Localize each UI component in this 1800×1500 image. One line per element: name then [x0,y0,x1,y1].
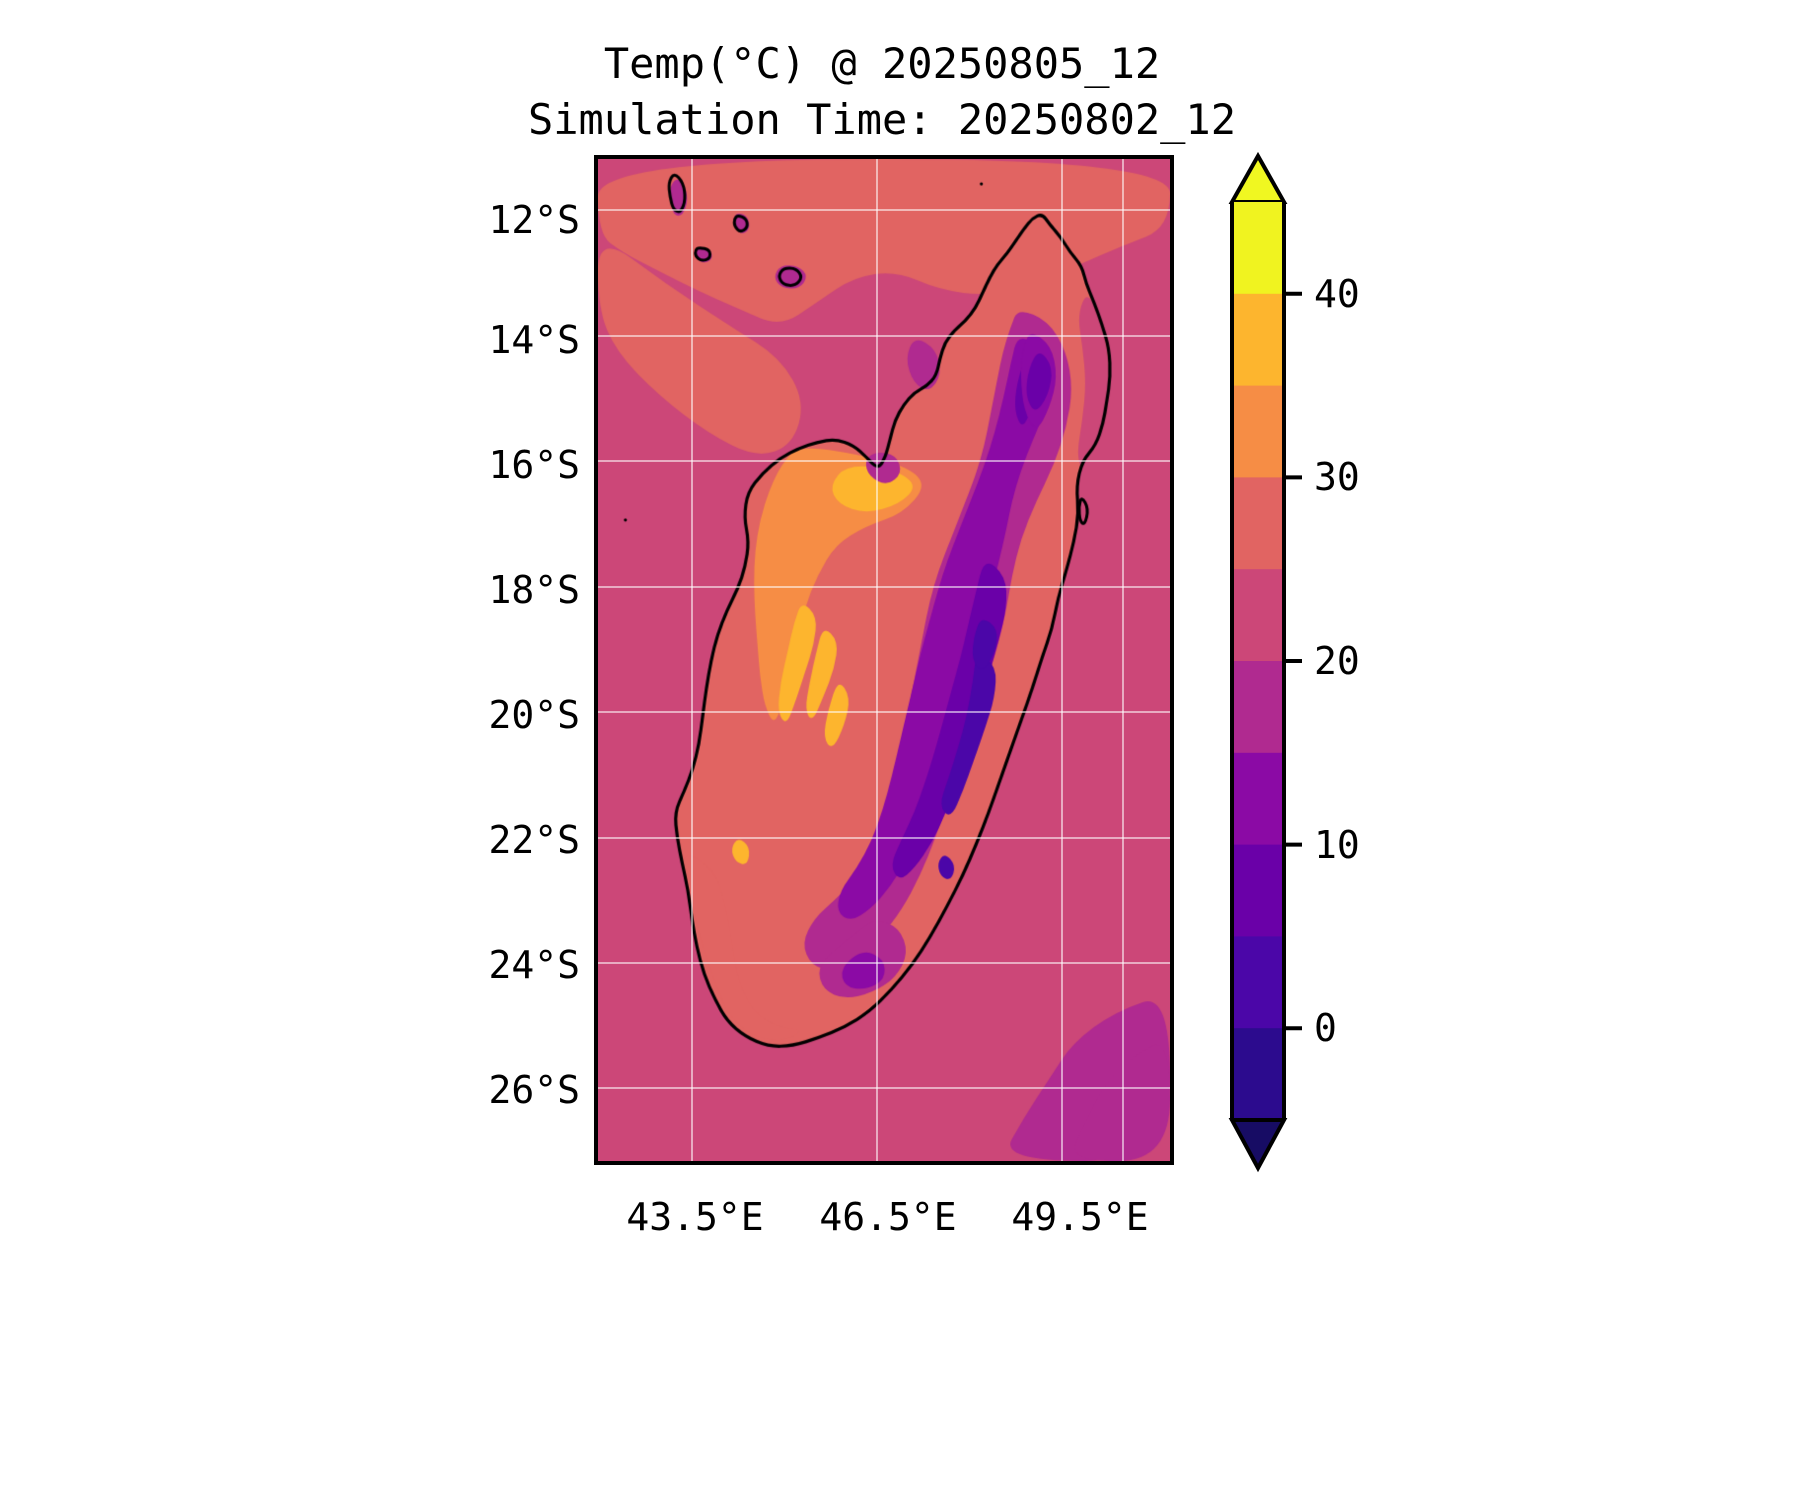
colorbar-tick-label: 20 [1314,639,1360,683]
colorbar-tick-label: 10 [1314,822,1360,867]
colorbar-over-arrow [1228,151,1288,204]
latitude-tick-label: 12°S [488,198,580,242]
latitude-tick-label: 22°S [488,818,580,862]
title-line-2: Simulation Time: 20250802_12 [527,95,1236,144]
colorbar-band [1232,385,1284,478]
colorbar-band [1232,569,1284,662]
latitude-tick-label: 20°S [488,693,580,737]
colorbar-band [1232,936,1284,1029]
colorbar-band [1232,752,1284,846]
colorbar-band [1232,844,1284,937]
latitude-tick-label: 16°S [488,443,580,487]
colorbar-tick-label: 0 [1314,1006,1337,1051]
colorbar-band [1232,1028,1284,1121]
longitude-tick-label: 46.5°E [819,1195,957,1239]
temperature-contour-map [598,159,1170,1161]
colorbar-band [1232,661,1284,754]
latitude-tick-label: 14°S [488,318,580,362]
map-axes [594,155,1174,1165]
latitude-tick-label: 18°S [488,568,580,612]
title-line-1: Temp(°C) @ 20250805_12 [603,39,1161,88]
colorbar-under-arrow [1228,1118,1288,1173]
colorbar-tick-label: 40 [1314,271,1360,316]
longitude-tick-label: 49.5°E [1011,1195,1149,1239]
colorbar-gradient [1228,151,1302,1173]
colorbar-band [1232,202,1284,295]
colorbar: 0 10 20 30 40 [1228,150,1568,1180]
latitude-tick-label: 24°S [488,943,580,987]
colorbar-band [1232,477,1284,570]
chart-title: Temp(°C) @ 20250805_12 Simulation Time: … [0,36,1800,148]
latitude-tick-label: 26°S [488,1068,580,1112]
colorbar-band [1232,293,1284,387]
colorbar-tick-label: 30 [1314,455,1360,500]
longitude-tick-label: 43.5°E [626,1195,764,1239]
